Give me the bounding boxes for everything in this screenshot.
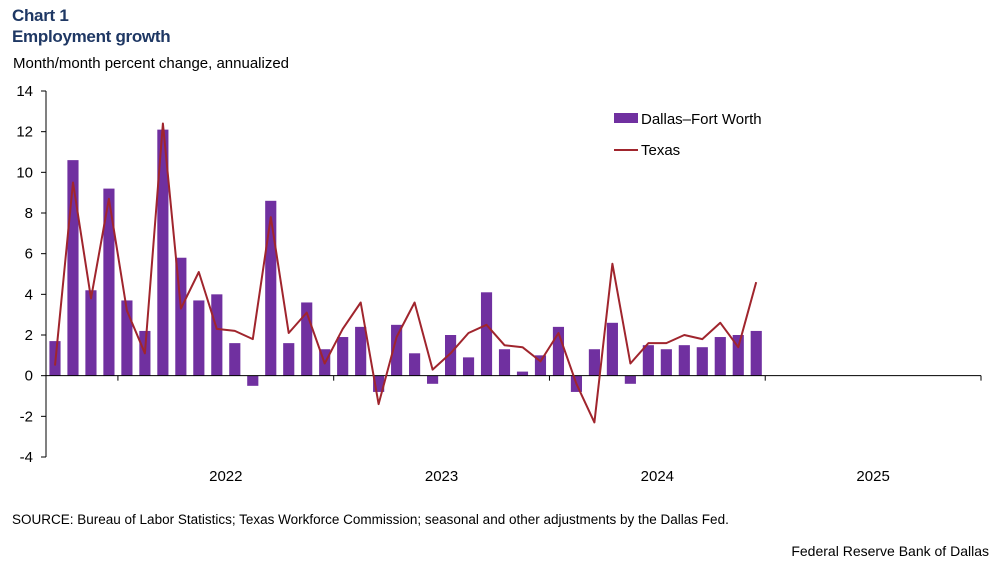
legend-label-texas: Texas — [641, 142, 680, 159]
y-tick-label: 14 — [16, 83, 33, 100]
y-tick-label: 2 — [25, 327, 33, 344]
y-tick-label: 8 — [25, 205, 33, 222]
chart-label: Chart 1 — [12, 6, 69, 25]
bar-dfw — [624, 375, 636, 384]
bar-dfw — [444, 335, 457, 376]
bar-dfw — [229, 343, 241, 376]
credit-line: Federal Reserve Bank of Dallas — [791, 543, 989, 559]
bar-dfw — [355, 326, 367, 376]
x-tick-label: 2024 — [641, 468, 674, 485]
bar-dfw — [462, 357, 475, 376]
bar-dfw — [283, 343, 295, 376]
y-tick-label: 10 — [16, 164, 33, 181]
y-tick-label: 0 — [25, 368, 33, 385]
bar-dfw — [750, 330, 762, 376]
bar-dfw — [301, 302, 313, 376]
x-tick-label: 2023 — [425, 468, 458, 485]
bar-dfw — [732, 335, 744, 376]
y-tick-label: 6 — [25, 246, 33, 263]
y-tick-label: -2 — [20, 408, 33, 425]
bar-dfw — [588, 349, 600, 376]
bar-dfw — [480, 292, 493, 376]
y-tick-label: 12 — [16, 124, 33, 141]
source-note: SOURCE: Bureau of Labor Statistics; Texa… — [12, 512, 729, 527]
bar-dfw — [516, 371, 529, 376]
bar-dfw — [85, 290, 97, 376]
bar-dfw — [373, 375, 385, 392]
bar-dfw — [534, 355, 547, 376]
bar-dfw — [696, 347, 708, 376]
bar-dfw — [103, 188, 115, 376]
bar-dfw — [265, 200, 277, 376]
bar-dfw — [660, 349, 672, 376]
series-line-texas — [54, 122, 758, 424]
bar-dfw — [642, 345, 654, 376]
legend: Dallas–Fort Worth Texas — [614, 111, 762, 159]
x-tick-label: 2022 — [209, 468, 242, 485]
bar-dfw — [678, 345, 690, 376]
bar-dfw — [606, 322, 618, 376]
y-tick-label: -4 — [20, 449, 33, 466]
bar-dfw — [498, 349, 511, 376]
bar-dfw — [67, 160, 79, 376]
y-tick-label: 4 — [25, 286, 33, 303]
bar-dfw — [409, 353, 421, 376]
bar-dfw — [211, 294, 223, 376]
chart-title: Employment growth — [12, 27, 171, 46]
bar-dfw — [391, 324, 403, 376]
bar-dfw — [552, 326, 565, 376]
bar-dfw — [427, 375, 439, 384]
bar-dfw — [175, 257, 187, 376]
bar-dfw — [193, 300, 205, 376]
bar-dfw — [121, 300, 133, 376]
bar-dfw — [157, 129, 169, 376]
legend-swatch-dfw — [614, 113, 638, 123]
chart-subtitle: Month/month percent change, annualized — [13, 55, 290, 72]
bar-dfw — [714, 337, 726, 376]
legend-label-dfw: Dallas–Fort Worth — [641, 111, 762, 128]
bar-dfw — [247, 375, 259, 386]
x-tick-label: 2025 — [856, 468, 889, 485]
bar-dfw — [337, 337, 349, 376]
